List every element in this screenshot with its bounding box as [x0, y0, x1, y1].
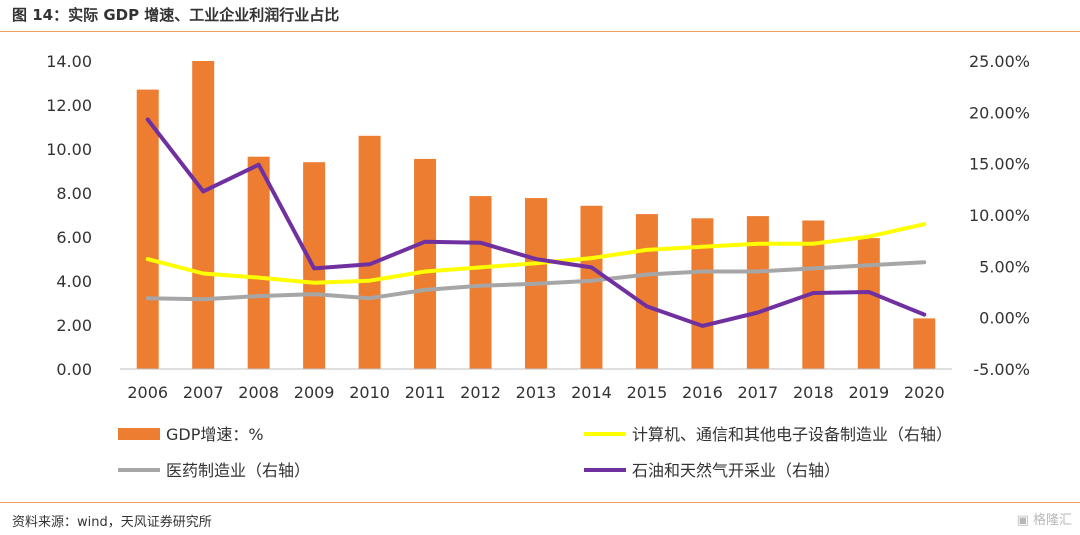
- x-tick-label: 2010: [349, 383, 390, 402]
- gdp-bar: [635, 214, 658, 369]
- gdp-bar: [192, 61, 215, 369]
- combo-chart: 0.00 2.00 4.00 6.00 8.00 10.00 12.00 14.00 -5.0…: [46, 52, 1030, 480]
- x-tick-label: 2007: [183, 383, 224, 402]
- gdp-bar: [857, 238, 880, 369]
- gdp-bars: [120, 61, 952, 370]
- top-divider: [0, 31, 1080, 32]
- x-tick-label: 2014: [571, 383, 612, 402]
- gdp-bar: [746, 216, 769, 369]
- right-tick-label: 5.00%: [979, 257, 1030, 276]
- legend-pharma: 医药制造业（右轴）: [118, 461, 310, 480]
- left-tick-label: 6.00: [56, 228, 92, 247]
- x-axis-labels: 2006 2007 2008 2009 2010 2011 2012 2013 2014 2015…: [127, 383, 944, 402]
- left-tick-label: 2.00: [56, 316, 92, 335]
- legend-electronics: 计算机、通信和其他电子设备制造业（右轴）: [584, 425, 952, 444]
- gdp-bar: [414, 158, 437, 369]
- x-tick-label: 2015: [627, 383, 668, 402]
- left-tick-label: 14.00: [46, 52, 92, 71]
- x-tick-label: 2017: [738, 383, 779, 402]
- legend-label: GDP增速：%: [166, 425, 264, 444]
- legend-label: 计算机、通信和其他电子设备制造业（右轴）: [632, 425, 952, 444]
- right-axis-ticks: -5.00% 0.00% 5.00% 10.00% 15.00% 20.00% 25.00%: [969, 52, 1030, 379]
- gdp-bar: [691, 218, 714, 369]
- right-tick-label: 0.00%: [979, 309, 1030, 328]
- x-tick-label: 2012: [460, 383, 501, 402]
- legend-label: 医药制造业（右轴）: [166, 461, 310, 480]
- left-axis-ticks: 0.00 2.00 4.00 6.00 8.00 10.00 12.00 14.00: [46, 52, 92, 379]
- series-lines: [145, 117, 927, 328]
- x-tick-label: 2020: [904, 383, 945, 402]
- right-tick-label: 10.00%: [969, 206, 1030, 225]
- left-tick-label: 8.00: [56, 184, 92, 203]
- x-tick-label: 2008: [238, 383, 279, 402]
- left-tick-label: 12.00: [46, 96, 92, 115]
- gdp-bar: [580, 205, 603, 369]
- gdp-bar: [247, 156, 270, 369]
- electronics-line: [145, 222, 927, 285]
- source-note: 资料来源：wind，天风证券研究所: [12, 515, 212, 530]
- right-tick-label: 25.00%: [969, 52, 1030, 71]
- gdp-bar: [358, 135, 381, 369]
- watermark-text: 格隆汇: [1032, 513, 1072, 528]
- bottom-divider: [0, 502, 1080, 503]
- x-tick-label: 2018: [793, 383, 834, 402]
- oil-gas-line: [145, 117, 927, 328]
- gdp-bar: [913, 318, 936, 369]
- right-tick-label: 20.00%: [969, 103, 1030, 122]
- legend-gdp: GDP增速：%: [118, 425, 264, 444]
- left-tick-label: 0.00: [56, 360, 92, 379]
- right-tick-label: 15.00%: [969, 155, 1030, 174]
- watermark: ▣ 格隆汇: [1017, 509, 1072, 528]
- x-tick-label: 2009: [294, 383, 335, 402]
- right-tick-label: -5.00%: [973, 360, 1030, 379]
- x-tick-label: 2019: [848, 383, 889, 402]
- left-tick-label: 10.00: [46, 140, 92, 159]
- legend: GDP增速：% 计算机、通信和其他电子设备制造业（右轴） 医药制造业（右轴） 石油和天…: [118, 425, 952, 480]
- legend-oil-gas: 石油和天然气开采业（右轴）: [584, 461, 840, 480]
- legend-label: 石油和天然气开采业（右轴）: [632, 461, 840, 480]
- left-tick-label: 4.00: [56, 272, 92, 291]
- legend-swatch: [118, 428, 160, 440]
- x-tick-label: 2011: [405, 383, 446, 402]
- x-tick-label: 2006: [127, 383, 168, 402]
- x-tick-label: 2016: [682, 383, 723, 402]
- watermark-logo-icon: ▣: [1016, 513, 1033, 528]
- x-tick-label: 2013: [516, 383, 557, 402]
- gdp-bar: [469, 196, 492, 369]
- pharma-line: [145, 260, 927, 302]
- chart-title: 图 14：实际 GDP 增速、工业企业利润行业占比: [12, 6, 340, 24]
